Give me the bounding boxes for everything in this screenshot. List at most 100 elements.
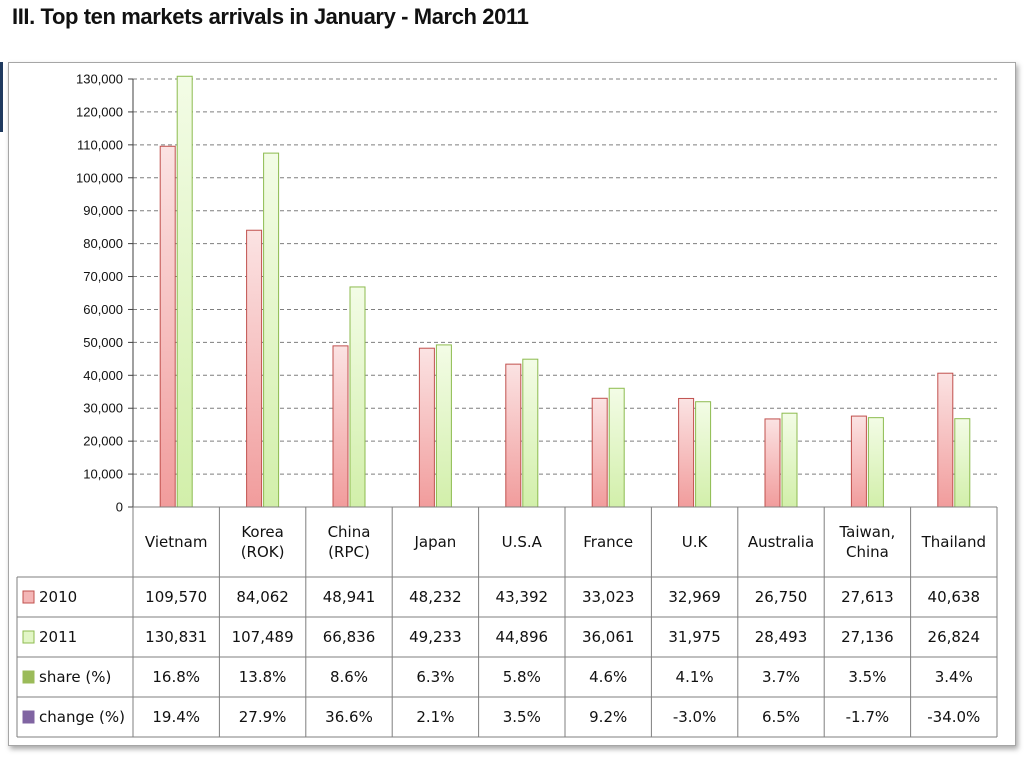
table-cell: -3.0% [673, 708, 717, 726]
table-cell: 9.2% [589, 708, 627, 726]
category-label: China [846, 543, 889, 561]
left-accent-bar [0, 62, 3, 132]
category-label: Vietnam [145, 533, 208, 551]
table-cell: 6.3% [416, 668, 454, 686]
row-label: 2011 [39, 628, 77, 646]
y-axis-ticks: 0 10,000 20,000 30,000 40,000 50,000 60,000 70,… [76, 72, 134, 515]
category-label: (ROK) [241, 543, 285, 561]
y-tick-label: 20,000 [83, 434, 123, 449]
arrivals-chart: 0 10,000 20,000 30,000 40,000 50,000 60,000 70,… [16, 72, 998, 738]
table-cell: 3.5% [503, 708, 541, 726]
category-label: (RPC) [328, 543, 370, 561]
bar-2011-7 [781, 412, 798, 508]
table-cell: 4.1% [676, 668, 714, 686]
category-label: Taiwan, [839, 523, 896, 541]
chart-frame: 0 10,000 20,000 30,000 40,000 50,000 60,000 70,… [8, 62, 1016, 746]
table-cell: 26,750 [755, 588, 808, 606]
y-tick-label: 0 [116, 500, 123, 515]
row-label: change (%) [39, 708, 125, 726]
category-label: Thailand [921, 533, 986, 551]
table-cell: 43,392 [496, 588, 549, 606]
category-label: France [583, 533, 633, 551]
table-cell: 130,831 [145, 628, 207, 646]
table-cell: 84,062 [236, 588, 289, 606]
bar-2011-9 [954, 418, 971, 508]
y-tick-label: 100,000 [76, 170, 123, 185]
bar-2010-9 [937, 372, 954, 508]
legend-marker-share [22, 670, 35, 684]
table-cell: 2.1% [416, 708, 454, 726]
table-cell: 48,232 [409, 588, 462, 606]
bars [159, 75, 971, 508]
bar-2011-4 [522, 358, 539, 508]
y-tick-label: 70,000 [83, 269, 123, 284]
category-label: Australia [748, 533, 814, 551]
data-table: Vietnam Korea (ROK) China (RPC) Japan U.S.A Fra… [16, 506, 998, 738]
table-cell: 44,896 [496, 628, 549, 646]
gridlines [133, 78, 997, 475]
y-tick-label: 130,000 [76, 72, 123, 87]
bar-2010-4 [505, 363, 522, 508]
category-label: U.S.A [502, 533, 543, 551]
y-tick-label: 40,000 [83, 368, 123, 383]
legend-marker-change [22, 710, 35, 724]
table-cell: 36.6% [325, 708, 373, 726]
y-tick-label: 110,000 [77, 137, 123, 152]
table-cell: 107,489 [232, 628, 294, 646]
row-label: 2010 [39, 588, 77, 606]
bar-2011-0 [176, 75, 193, 508]
category-label: China [328, 523, 371, 541]
y-tick-label: 50,000 [83, 335, 123, 350]
category-label: Korea [241, 523, 284, 541]
bar-2010-8 [850, 415, 867, 508]
bar-2010-5 [591, 397, 608, 508]
table-cell: 32,969 [668, 588, 721, 606]
y-tick-label: 30,000 [83, 401, 123, 416]
page-title: III. Top ten markets arrivals in January… [12, 4, 529, 29]
y-tick-label: 90,000 [83, 203, 123, 218]
table-cell: 3.4% [935, 668, 973, 686]
legend-marker-series_2010 [22, 590, 35, 604]
row-label: share (%) [39, 668, 111, 686]
bar-2010-6 [678, 397, 695, 508]
bar-2011-1 [263, 152, 280, 508]
table-cell: -1.7% [846, 708, 890, 726]
y-tick-label: 10,000 [83, 467, 123, 482]
table-cell: 36,061 [582, 628, 635, 646]
table-cell: 16.8% [152, 668, 200, 686]
bar-2011-2 [349, 286, 366, 508]
table-cell: 3.5% [848, 668, 886, 686]
table-cell: 27,136 [841, 628, 894, 646]
table-cell: 4.6% [589, 668, 627, 686]
table-cell: 33,023 [582, 588, 635, 606]
table-cell: 28,493 [755, 628, 808, 646]
y-tick-label: 60,000 [83, 302, 123, 317]
bar-2011-8 [867, 417, 884, 508]
bar-2010-2 [332, 345, 349, 508]
category-label: Japan [413, 533, 456, 551]
bar-2011-5 [608, 387, 625, 508]
bar-2010-0 [159, 145, 176, 508]
y-tick-label: 80,000 [83, 236, 123, 251]
bar-2011-3 [435, 344, 452, 508]
table-cell: 8.6% [330, 668, 368, 686]
table-cell: 40,638 [928, 588, 981, 606]
table-cell: 5.8% [503, 668, 541, 686]
table-cell: 26,824 [928, 628, 981, 646]
table-cell: 109,570 [145, 588, 207, 606]
table-cell: 6.5% [762, 708, 800, 726]
table-cell: 3.7% [762, 668, 800, 686]
bar-2010-3 [418, 347, 435, 508]
table-cell: 49,233 [409, 628, 462, 646]
y-tick-label: 120,000 [76, 104, 123, 119]
table-cell: 48,941 [323, 588, 376, 606]
table-cell: 31,975 [668, 628, 721, 646]
table-cell: 66,836 [323, 628, 376, 646]
table-cell: 27,613 [841, 588, 894, 606]
table-cell: -34.0% [927, 708, 980, 726]
table-cell: 19.4% [152, 708, 200, 726]
bar-2010-7 [764, 418, 781, 508]
bar-2010-1 [246, 229, 263, 508]
table-cell: 27.9% [239, 708, 287, 726]
legend-marker-series_2011 [22, 630, 35, 644]
